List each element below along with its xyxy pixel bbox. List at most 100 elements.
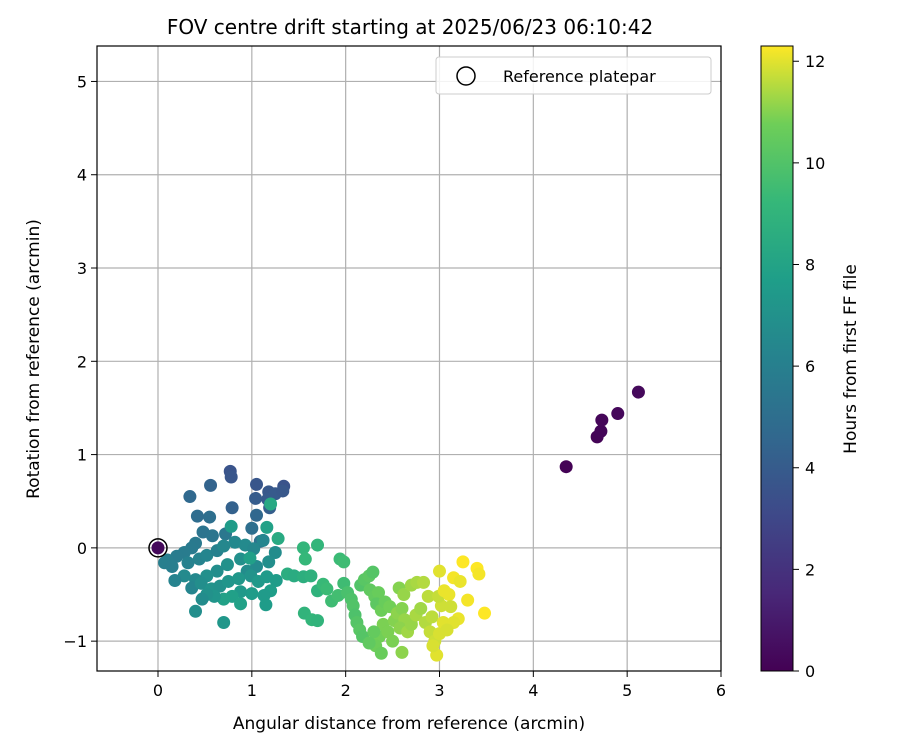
data-point xyxy=(595,413,609,427)
data-point xyxy=(271,532,285,546)
data-point xyxy=(228,535,242,549)
data-point xyxy=(444,600,458,614)
data-point xyxy=(221,574,235,588)
x-tick-label: 3 xyxy=(434,681,444,700)
x-axis-ticks: 0 1 2 3 4 5 6 xyxy=(153,671,726,700)
data-point xyxy=(395,645,409,659)
data-point xyxy=(311,614,325,628)
x-axis-label: Angular distance from reference (arcmin) xyxy=(233,714,585,734)
data-point xyxy=(249,491,263,505)
data-point xyxy=(421,589,435,603)
data-point xyxy=(268,546,282,560)
y-tick-label: −1 xyxy=(63,632,87,651)
data-point xyxy=(243,551,257,565)
data-point xyxy=(631,385,645,399)
data-point xyxy=(337,555,351,569)
y-tick-label: 5 xyxy=(77,72,87,91)
y-axis-ticks: −1 0 1 2 3 4 5 xyxy=(63,72,97,651)
legend-marker-reference xyxy=(456,66,476,86)
data-point xyxy=(256,533,270,547)
colorbar-tick-label: 12 xyxy=(805,52,825,71)
x-tick-label: 1 xyxy=(247,681,257,700)
colorbar-label: Hours from first FF file xyxy=(841,264,861,454)
data-point xyxy=(425,610,439,624)
data-point xyxy=(250,508,264,522)
data-point xyxy=(426,639,440,653)
colorbar: 0 2 4 6 8 10 12 Hours from first FF file xyxy=(760,45,861,681)
data-point xyxy=(204,478,218,492)
data-point xyxy=(220,558,234,572)
data-points xyxy=(148,385,645,662)
data-point xyxy=(203,510,217,524)
data-point xyxy=(276,484,290,498)
data-point xyxy=(260,520,274,534)
data-point xyxy=(194,576,208,590)
data-point xyxy=(366,565,380,579)
data-point xyxy=(611,407,625,421)
data-point xyxy=(472,567,486,581)
data-point xyxy=(168,574,182,588)
data-point xyxy=(362,636,376,650)
x-tick-label: 5 xyxy=(622,681,632,700)
data-point xyxy=(217,615,231,629)
data-point xyxy=(456,555,470,569)
legend: Reference platepar xyxy=(435,56,712,95)
data-point xyxy=(478,606,492,620)
y-tick-label: 4 xyxy=(77,166,87,185)
data-point xyxy=(183,490,197,504)
x-tick-label: 6 xyxy=(716,681,726,700)
chart-title: FOV centre drift starting at 2025/06/23 … xyxy=(167,15,653,39)
data-point xyxy=(190,509,204,523)
data-point xyxy=(304,569,318,583)
x-tick-label: 0 xyxy=(153,681,163,700)
data-point xyxy=(594,424,608,438)
data-point xyxy=(269,574,283,588)
y-tick-label: 3 xyxy=(77,259,87,278)
data-point xyxy=(432,564,446,578)
colorbar-gradient xyxy=(760,45,794,672)
data-point xyxy=(151,541,165,555)
reference-platepar-marker xyxy=(148,538,168,558)
y-tick-label: 1 xyxy=(77,446,87,465)
colorbar-tick-label: 6 xyxy=(805,357,815,376)
data-point xyxy=(195,592,209,606)
y-axis-label: Rotation from reference (arcmin) xyxy=(24,219,44,499)
legend-label-reference: Reference platepar xyxy=(503,67,656,86)
data-point xyxy=(232,572,246,586)
colorbar-tick-label: 0 xyxy=(805,662,815,681)
data-point xyxy=(250,477,264,491)
data-point xyxy=(234,552,248,566)
data-point xyxy=(414,602,428,615)
data-point xyxy=(374,646,388,660)
data-point xyxy=(372,586,386,600)
y-tick-label: 2 xyxy=(77,352,87,371)
data-point xyxy=(461,593,475,607)
data-point xyxy=(181,556,195,570)
data-point xyxy=(395,602,409,615)
data-point xyxy=(386,634,400,648)
data-point xyxy=(200,548,214,562)
x-tick-label: 2 xyxy=(341,681,351,700)
data-point xyxy=(262,555,276,569)
legend-box xyxy=(435,56,712,95)
data-point xyxy=(224,470,238,484)
data-point xyxy=(225,501,239,515)
colorbar-tick-label: 4 xyxy=(805,459,815,478)
data-point xyxy=(453,574,467,588)
data-point xyxy=(367,625,381,639)
colorbar-tick-label: 2 xyxy=(805,560,815,579)
data-point xyxy=(224,519,238,533)
data-point xyxy=(287,569,301,583)
data-point xyxy=(259,598,273,612)
colorbar-tick-label: 8 xyxy=(805,255,815,274)
data-point xyxy=(210,564,224,578)
colorbar-ticks: 0 2 4 6 8 10 12 xyxy=(793,52,825,681)
y-tick-label: 0 xyxy=(77,539,87,558)
data-point xyxy=(296,541,310,555)
data-point xyxy=(320,582,334,596)
data-point xyxy=(217,539,231,553)
data-point xyxy=(417,575,431,589)
colorbar-tick-label: 10 xyxy=(805,154,825,173)
data-point xyxy=(397,588,411,602)
